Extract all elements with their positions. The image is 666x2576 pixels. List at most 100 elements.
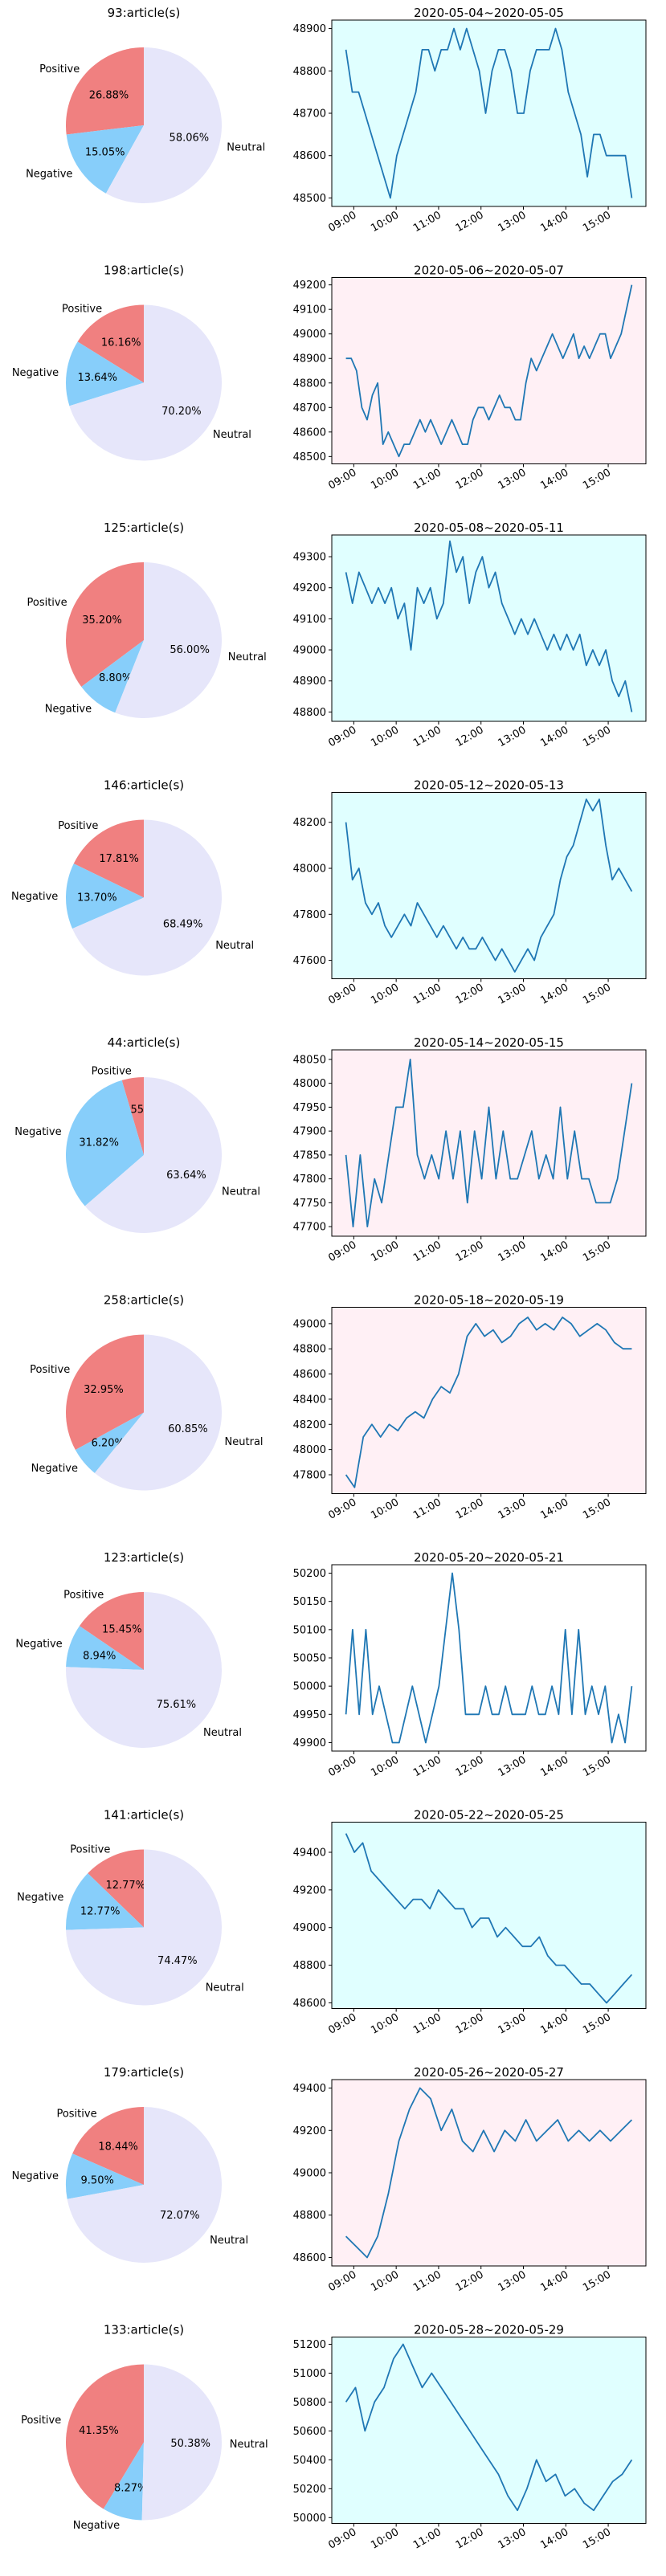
y-tick-label: 48600 xyxy=(293,1369,326,1381)
x-tick-label: 12:00 xyxy=(454,467,486,492)
slice-neutral xyxy=(67,2107,223,2264)
y-tick-label: 48900 xyxy=(293,23,326,35)
pie-title: 133:article(s) xyxy=(104,2323,184,2337)
pie-pct-label: 35.20% xyxy=(82,614,122,627)
x-tick-label: 09:00 xyxy=(326,1239,358,1264)
line-title: 2020-05-18~2020-05-19 xyxy=(414,1293,564,1308)
x-tick-label: 14:00 xyxy=(538,2526,570,2552)
y-tick-label: 51000 xyxy=(293,2368,326,2380)
pie-pct-label: 75.61% xyxy=(157,1699,197,1711)
pie-chart-10: 133:article(s) 41.35% Positive 8.27% Negativ… xyxy=(21,2323,268,2532)
y-tick-label: 49900 xyxy=(293,1737,326,1749)
x-tick-label: 15:00 xyxy=(581,1496,613,1522)
slice-negative xyxy=(75,1412,144,1473)
pie-pct-label: 41.35% xyxy=(79,2425,119,2437)
x-tick-label: 14:00 xyxy=(538,1496,570,1522)
pie-pct-label: 70.20% xyxy=(161,406,202,418)
y-tick-label: 48800 xyxy=(293,1960,326,1972)
x-tick-label: 11:00 xyxy=(411,1753,443,1779)
y-tick-label: 48800 xyxy=(293,66,326,78)
pie-chart-2: 198:article(s) 16.16% Positive 13.64% Negati… xyxy=(12,263,251,461)
y-tick-label: 50050 xyxy=(293,1653,326,1665)
pie-chart-1: 93:article(s) 26.88% Positive 15.05% Negativ… xyxy=(26,6,265,204)
y-tick-label: 49950 xyxy=(293,1709,326,1721)
slice-neutral xyxy=(141,2364,223,2521)
y-tick-label: 48800 xyxy=(293,378,326,390)
x-tick-label: 09:00 xyxy=(326,2526,358,2552)
pie-category-label: Neutral xyxy=(203,1727,242,1739)
slice-neutral xyxy=(115,562,223,718)
slice-neutral xyxy=(66,1849,222,2006)
x-tick-label: 10:00 xyxy=(369,724,401,749)
y-tick-label: 49100 xyxy=(293,304,326,316)
pie-pct-label: 8.27% xyxy=(114,2482,147,2494)
price-line xyxy=(345,27,633,199)
y-tick-label: 48800 xyxy=(293,2210,326,2222)
x-tick-label: 09:00 xyxy=(326,1753,358,1779)
pie-category-label: Positive xyxy=(39,63,80,76)
pie-category-label: Positive xyxy=(30,1364,70,1376)
price-line xyxy=(345,1059,633,1227)
slice-positive xyxy=(121,1077,144,1155)
y-tick-label: 49400 xyxy=(293,1847,326,1859)
slice-positive xyxy=(65,2364,144,2509)
price-line xyxy=(345,1572,633,1744)
x-tick-label: 11:00 xyxy=(411,2268,443,2294)
pie-title: 198:article(s) xyxy=(104,263,184,278)
line-chart-3: 2020-05-08~2020-05-11 48800 48900 49000 4910… xyxy=(293,521,647,749)
y-tick-label: 50150 xyxy=(293,1596,326,1608)
line-chart-8: 2020-05-22~2020-05-25 48600 48800 49000 4920… xyxy=(293,1808,647,2037)
x-tick-label: 09:00 xyxy=(326,724,358,749)
x-tick-label: 15:00 xyxy=(581,982,613,1007)
x-tick-label: 15:00 xyxy=(581,2268,613,2294)
plot-area xyxy=(332,1050,646,1236)
y-tick-label: 51200 xyxy=(293,2339,326,2351)
y-tick-label: 49300 xyxy=(293,552,326,564)
x-tick-label: 13:00 xyxy=(496,1239,529,1264)
plot-area xyxy=(332,1307,646,1494)
x-tick-label: 11:00 xyxy=(411,1496,443,1522)
slice-negative xyxy=(66,125,144,194)
pie-title: 44:article(s) xyxy=(108,1035,181,1050)
pie-category-label: Positive xyxy=(58,820,98,832)
x-tick-label: 14:00 xyxy=(538,724,570,749)
pie-category-label: Neutral xyxy=(210,2235,248,2247)
line-chart-9: 2020-05-26~2020-05-27 48600 48800 49000 4920… xyxy=(293,2065,647,2294)
y-tick-label: 48000 xyxy=(293,863,326,876)
y-tick-label: 50000 xyxy=(293,1681,326,1693)
pie-pct-label: 15.45% xyxy=(102,1624,142,1636)
pie-pct-label: 16.16% xyxy=(101,337,141,349)
pie-pct-label: 31.82% xyxy=(79,1137,119,1149)
y-tick-label: 47600 xyxy=(293,955,326,967)
y-tick-label: 48800 xyxy=(293,1344,326,1356)
pie-pct-label: 15.05% xyxy=(85,146,125,158)
pie-chart-7: 123:article(s) 15.45% Positive 8.94% Negativ… xyxy=(15,1550,242,1748)
price-line xyxy=(345,540,633,712)
y-tick-label: 48050 xyxy=(293,1054,326,1066)
y-tick-label: 47800 xyxy=(293,1469,326,1481)
y-tick-label: 47700 xyxy=(293,1222,326,1234)
pie-pct-label: 32.95% xyxy=(84,1384,124,1396)
y-tick-label: 49000 xyxy=(293,1922,326,1934)
y-tick-label: 49100 xyxy=(293,614,326,626)
y-tick-label: 48500 xyxy=(293,451,326,463)
y-tick-label: 50200 xyxy=(293,1568,326,1580)
pie-pct-label: 63.64% xyxy=(166,1170,206,1182)
pie-pct-label: 13.70% xyxy=(77,892,117,904)
plot-area xyxy=(332,1565,646,1751)
x-tick-label: 12:00 xyxy=(454,2526,486,2552)
x-tick-label: 10:00 xyxy=(369,982,401,1007)
slice-negative xyxy=(66,2153,144,2199)
line-chart-6: 2020-05-18~2020-05-19 47800 48000 48200 4840… xyxy=(293,1293,647,1522)
x-tick-label: 10:00 xyxy=(369,2011,401,2037)
y-tick-label: 47950 xyxy=(293,1102,326,1114)
slice-negative xyxy=(66,341,144,406)
x-tick-label: 14:00 xyxy=(538,209,570,235)
pie-chart-3: 125:article(s) 35.20% Positive 8.80% Negativ… xyxy=(27,521,267,718)
pie-title: 125:article(s) xyxy=(104,521,184,535)
pie-pct-label: 8.94% xyxy=(83,1651,116,1663)
pie-pct-label: 13.64% xyxy=(77,372,117,384)
axes-frame xyxy=(331,1049,647,1237)
pie-pct-label: 74.47% xyxy=(157,1955,198,1967)
